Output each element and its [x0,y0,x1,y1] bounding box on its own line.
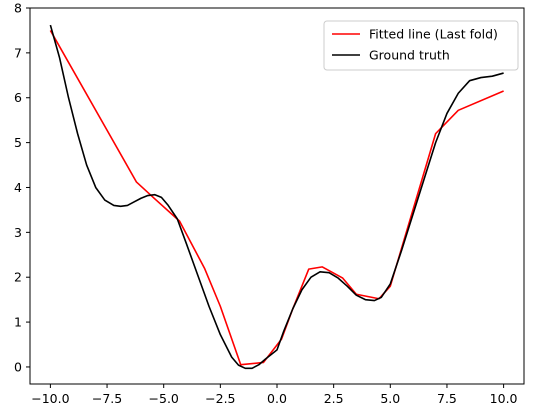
x-tick-label: 7.5 [437,391,457,406]
x-tick-label: −10.0 [31,391,69,406]
axis-ticks: −10.0 −7.5 −5.0 −2.5 0.0 2.5 5.0 7.5 10.0 0 1 2 3 4 5 6… [14,1,518,407]
x-tick-label: −7.5 [92,391,122,406]
y-tick-label: 8 [14,1,22,16]
y-tick-label: 4 [14,180,22,195]
x-tick-label: 10.0 [490,391,518,406]
x-tick-label: −5.0 [149,391,179,406]
x-tick-label: −2.5 [205,391,235,406]
series-line-ground-truth [49,24,504,370]
legend-label: Ground truth [369,48,450,63]
y-tick-label: 6 [14,90,22,105]
y-tick-label: 0 [14,359,22,374]
legend-label: Fitted line (Last fold) [369,27,498,42]
legend: Fitted line (Last fold) Ground truth [323,20,519,71]
y-tick-label: 3 [14,225,22,240]
x-tick-label: 0.0 [267,391,287,406]
legend-box [323,20,519,71]
y-tick-label: 5 [14,135,22,150]
y-tick-label: 2 [14,270,22,285]
plot-lines [49,24,504,370]
y-tick-label: 1 [14,315,22,330]
y-tick-label: 7 [14,45,22,60]
x-tick-label: 5.0 [380,391,400,406]
x-tick-label: 2.5 [324,391,344,406]
